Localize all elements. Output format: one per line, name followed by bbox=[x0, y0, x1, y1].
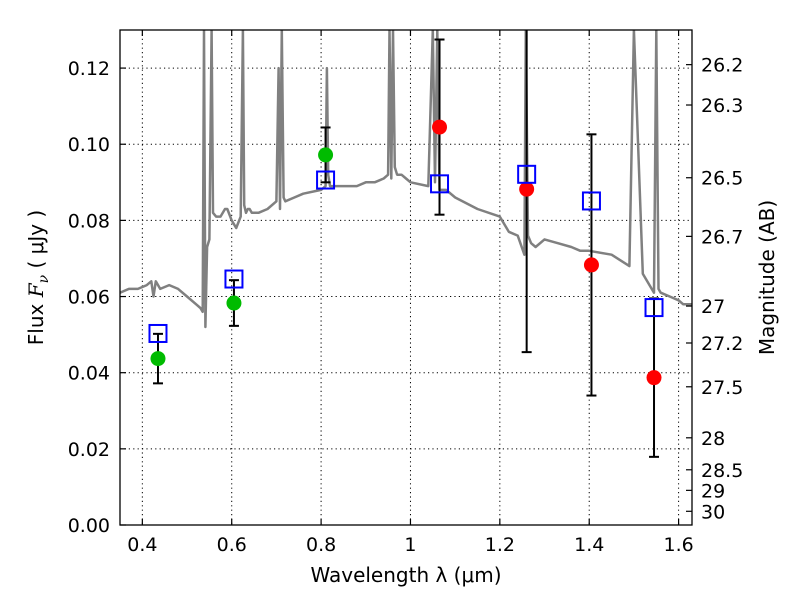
observed-point bbox=[318, 147, 334, 163]
y-axis-label: Flux Fν ( μJy ) bbox=[24, 210, 52, 345]
right-tick-label: 29 bbox=[701, 480, 725, 502]
model-spectrum-line bbox=[120, 30, 692, 329]
right-axis-label: Magnitude (AB) bbox=[755, 200, 779, 355]
observed-point bbox=[646, 370, 662, 386]
right-tick-label: 28 bbox=[701, 428, 725, 450]
axes-frame bbox=[119, 29, 693, 526]
y-tick-label: 0.10 bbox=[68, 134, 110, 156]
observed-point bbox=[150, 351, 166, 367]
y-axis-label-prefix: Flux bbox=[24, 297, 48, 345]
x-tick-label: 0.8 bbox=[306, 534, 336, 556]
right-tick-label: 26.3 bbox=[701, 95, 743, 117]
x-tick-label: 1.4 bbox=[574, 534, 604, 556]
right-tick-label: 26.2 bbox=[701, 55, 743, 77]
right-tick-label: 28.5 bbox=[701, 460, 743, 482]
y-tick-label: 0.08 bbox=[68, 210, 110, 232]
right-tick-label: 26.5 bbox=[701, 168, 743, 190]
x-tick-label: 0.4 bbox=[127, 534, 157, 556]
y-tick-label: 0.12 bbox=[68, 58, 110, 80]
model-photometry-square bbox=[430, 174, 450, 194]
plot-area bbox=[120, 30, 692, 458]
x-axis-label: Wavelength λ (μm) bbox=[310, 563, 501, 587]
observed-point bbox=[226, 295, 242, 311]
model-photometry-square bbox=[644, 298, 664, 318]
right-tick-label: 27.2 bbox=[701, 333, 743, 355]
y-axis-label-subscript: ν bbox=[36, 274, 52, 283]
right-tick-label: 26.7 bbox=[701, 226, 743, 248]
x-tick-label: 0.6 bbox=[217, 534, 247, 556]
x-tick-label: 1.6 bbox=[663, 534, 693, 556]
x-tick-label: 1 bbox=[404, 534, 416, 556]
right-tick-label: 27 bbox=[701, 296, 725, 318]
axis-ticks: 0.4 0.6 0.8 1 1.2 1.4 1.6 0.00 0.02 0.04 0.06 0.08 0… bbox=[68, 30, 743, 556]
model-photometry-square bbox=[148, 323, 168, 343]
model-photometry-square bbox=[224, 269, 244, 289]
observed-point bbox=[583, 257, 599, 273]
right-tick-label: 27.5 bbox=[701, 377, 743, 399]
x-tick-label: 1.2 bbox=[485, 534, 515, 556]
y-tick-label: 0.00 bbox=[68, 515, 110, 537]
y-axis-label-symbol: F bbox=[24, 282, 48, 298]
model-photometry-square bbox=[316, 170, 336, 190]
model-photometry-square bbox=[517, 164, 537, 184]
y-tick-label: 0.04 bbox=[68, 363, 110, 385]
observed-point bbox=[519, 181, 535, 197]
observed-point bbox=[432, 119, 448, 135]
y-axis-label-unit: ( μJy ) bbox=[24, 210, 48, 275]
y-tick-label: 0.06 bbox=[68, 287, 110, 309]
right-tick-label: 30 bbox=[701, 501, 725, 523]
model-photometry-square bbox=[581, 191, 601, 211]
y-tick-label: 0.02 bbox=[68, 439, 110, 461]
